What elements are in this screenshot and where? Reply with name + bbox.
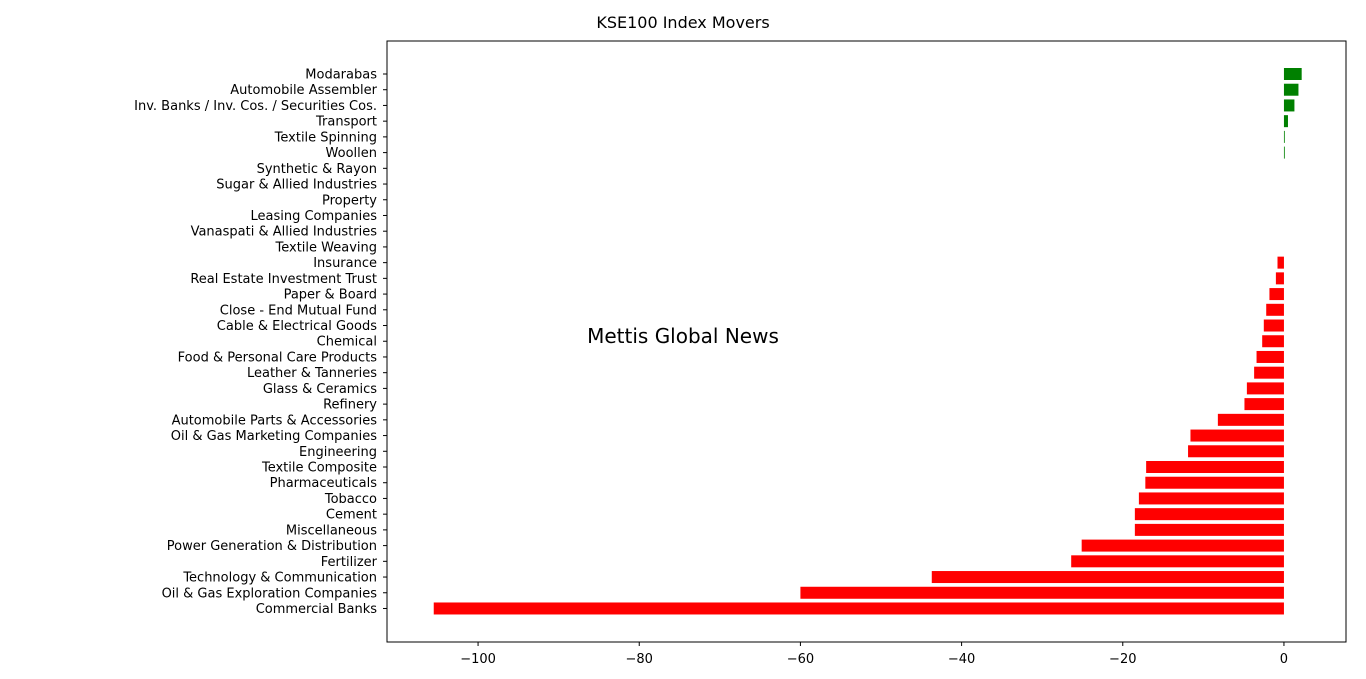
bar-2 (1283, 99, 1295, 112)
category-label-17: Chemical (317, 335, 377, 350)
bar-18 (1256, 350, 1284, 363)
bar-13 (1275, 272, 1284, 285)
category-label-7: Sugar & Allied Industries (216, 178, 377, 193)
category-label-3: Transport (315, 115, 377, 130)
bar-15 (1266, 303, 1284, 316)
x-tick-label-4: −20 (1109, 652, 1136, 667)
category-label-33: Oil & Gas Exploration Companies (162, 586, 378, 601)
bar-25 (1146, 461, 1284, 473)
bar-1 (1283, 83, 1299, 96)
bar-24 (1188, 445, 1284, 458)
category-label-25: Textile Composite (261, 461, 377, 476)
bar-23 (1190, 429, 1284, 442)
x-axis: −100 −80 −60 −40 −20 0 (460, 642, 1288, 667)
category-label-23: Oil & Gas Marketing Companies (171, 429, 377, 444)
bar-34 (433, 602, 1284, 615)
bar-14 (1269, 288, 1284, 301)
bar-31 (1071, 555, 1284, 568)
chart-title: KSE100 Index Movers (596, 13, 769, 32)
category-label-14: Paper & Board (284, 288, 377, 303)
bar-12 (1277, 256, 1284, 269)
category-label-27: Tobacco (324, 492, 377, 507)
bar-28 (1134, 508, 1284, 521)
bar-22 (1217, 413, 1284, 426)
category-label-18: Food & Personal Care Products (178, 350, 378, 365)
category-label-28: Cement (326, 508, 377, 523)
category-label-34: Commercial Banks (256, 602, 378, 617)
category-label-13: Real Estate Investment Trust (190, 272, 377, 287)
bar-19 (1254, 366, 1284, 379)
bar-29 (1134, 523, 1284, 536)
category-label-31: Fertilizer (321, 555, 378, 570)
category-label-5: Woollen (326, 146, 377, 161)
category-label-1: Automobile Assembler (230, 83, 377, 98)
category-label-4: Textile Spinning (274, 130, 377, 145)
plot-area (386, 40, 1347, 643)
category-label-30: Power Generation & Distribution (167, 539, 377, 554)
watermark-text: Mettis Global News (587, 324, 779, 348)
x-tick-label-5: 0 (1280, 652, 1288, 667)
bar-33 (800, 586, 1284, 599)
bar-16 (1263, 319, 1284, 332)
x-tick-label-1: −80 (626, 652, 653, 667)
category-label-21: Refinery (323, 398, 377, 413)
category-label-16: Cable & Electrical Goods (217, 319, 377, 334)
category-label-24: Engineering (299, 445, 377, 460)
bar-30 (1081, 539, 1284, 552)
category-label-8: Property (322, 193, 377, 208)
category-label-26: Pharmaceuticals (270, 476, 378, 491)
category-label-11: Textile Weaving (275, 240, 378, 255)
category-label-9: Leasing Companies (250, 209, 377, 224)
bar-20 (1246, 382, 1284, 395)
category-label-2: Inv. Banks / Inv. Cos. / Securities Cos. (134, 99, 377, 114)
bar-5 (1283, 146, 1285, 159)
bar-32 (931, 571, 1284, 584)
bar-26 (1145, 476, 1284, 489)
category-label-6: Synthetic & Rayon (257, 162, 377, 177)
category-label-12: Insurance (313, 256, 377, 271)
bar-4 (1283, 130, 1285, 143)
bar-21 (1244, 398, 1284, 411)
category-label-20: Glass & Ceramics (263, 382, 377, 397)
bar-3 (1283, 115, 1288, 128)
category-label-0: Modarabas (305, 68, 377, 83)
category-label-29: Miscellaneous (286, 523, 377, 538)
bar-17 (1262, 335, 1284, 348)
category-label-19: Leather & Tanneries (247, 366, 377, 381)
bar-0 (1283, 68, 1302, 80)
x-tick-label-0: −100 (460, 652, 496, 667)
category-label-15: Close - End Mutual Fund (220, 303, 377, 318)
category-label-32: Technology & Communication (182, 571, 377, 586)
bars (433, 68, 1302, 615)
x-tick-label-3: −40 (948, 652, 975, 667)
bar-27 (1138, 492, 1284, 505)
category-label-22: Automobile Parts & Accessories (172, 413, 378, 428)
category-label-10: Vanaspati & Allied Industries (191, 225, 378, 240)
x-tick-label-2: −60 (787, 652, 814, 667)
